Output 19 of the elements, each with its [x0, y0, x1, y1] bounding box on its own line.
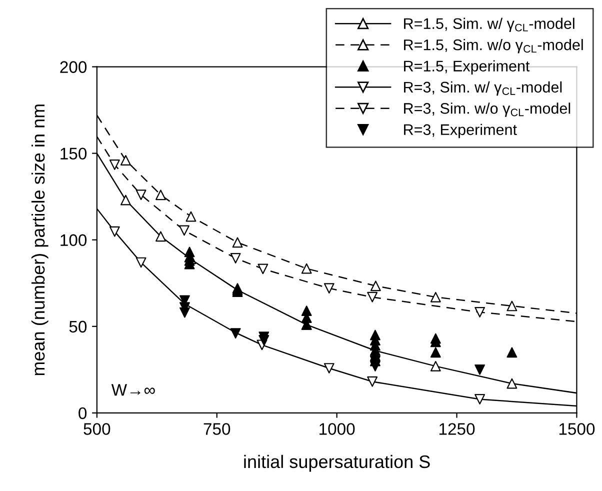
x-tick-label: 1000 [320, 423, 355, 435]
x-tick-label: 500 [84, 423, 110, 435]
y-tick-label: 50 [69, 320, 87, 333]
annotation: W→∞ [111, 384, 155, 396]
y-tick-label: 100 [60, 234, 87, 246]
y-tick-label: 0 [78, 407, 87, 420]
y-tick-label: 150 [60, 148, 87, 160]
y-tick-label: 200 [60, 61, 87, 73]
legend-label: R=3, Experiment [404, 124, 517, 138]
legend-label: R=1.5, Experiment [404, 60, 530, 74]
x-tick-label: 1500 [559, 423, 595, 435]
legend-label: R=1.5, Sim. w/ γ$_{CL}$-model [404, 18, 574, 32]
x-tick-label: 750 [204, 423, 230, 435]
legend-label: R=3, Sim. w/ γ$_{CL}$-model [404, 81, 562, 96]
legend-label: R=3, Sim. w/o γ$_{CL}$-model [404, 102, 570, 117]
y-axis-title: mean (number) particle size in nm [31, 104, 48, 376]
x-axis-title: initial supersaturation S [244, 454, 430, 472]
legend-label: R=1.5, Sim. w/o γ$_{CL}$-model [404, 39, 583, 54]
x-tick-label: 1250 [440, 423, 475, 435]
